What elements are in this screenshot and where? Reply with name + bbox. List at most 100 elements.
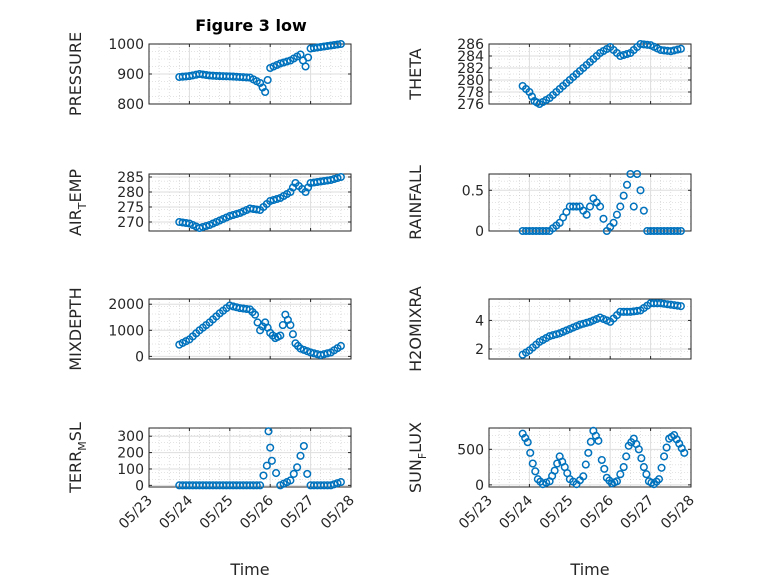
data-point xyxy=(288,330,297,339)
y-tick-label: 300 xyxy=(117,429,144,445)
figure-title: Figure 3 low xyxy=(195,16,307,35)
data-point xyxy=(267,456,276,465)
data-point xyxy=(286,321,295,330)
data-point xyxy=(597,455,606,465)
data-point xyxy=(336,39,345,49)
axes-box xyxy=(488,298,692,360)
data-point xyxy=(676,302,685,311)
data-point xyxy=(633,306,642,315)
data-point xyxy=(296,451,305,460)
data-point xyxy=(553,459,562,468)
x-axis-label: Time xyxy=(569,560,609,579)
data-point xyxy=(528,459,537,468)
y-tick-label: 280 xyxy=(117,185,144,201)
data-point xyxy=(584,448,593,457)
data-point xyxy=(272,469,281,478)
data-point xyxy=(336,172,345,182)
data-point xyxy=(581,460,590,469)
y-tick-label: 1000 xyxy=(108,37,144,53)
y-tick-label: 1000 xyxy=(108,323,144,339)
y-tick-label: 282 xyxy=(457,61,484,77)
data-point xyxy=(251,310,260,319)
y-tick-label: 275 xyxy=(117,200,144,216)
data-point xyxy=(256,481,265,490)
data-point xyxy=(636,186,645,195)
axes-box xyxy=(488,173,692,232)
data-point xyxy=(616,202,625,211)
y-axis-label: RAINFALL xyxy=(406,165,425,240)
data-point xyxy=(642,470,651,479)
series-markers xyxy=(175,301,345,360)
y-tick-label: 284 xyxy=(457,49,484,65)
data-point xyxy=(582,210,591,219)
data-point xyxy=(262,461,271,470)
data-point xyxy=(639,463,648,472)
data-point xyxy=(634,445,643,454)
y-tick-label: 285 xyxy=(117,170,144,186)
data-point xyxy=(264,427,273,436)
subplot-1: 800 900 1000 PRESSURE xyxy=(66,32,352,116)
data-point xyxy=(622,180,632,189)
y-tick-label: 276 xyxy=(457,97,484,113)
data-point xyxy=(639,206,648,215)
data-point xyxy=(662,443,671,452)
data-point xyxy=(278,321,287,330)
data-point xyxy=(622,452,631,461)
data-point xyxy=(286,476,295,485)
y-axis-label: H2OMIXRA xyxy=(406,286,425,372)
y-tick-label: 2 xyxy=(475,342,484,358)
y-axis-label: PRESSURE xyxy=(66,32,85,116)
data-point xyxy=(622,49,632,59)
data-point xyxy=(304,53,313,62)
data-point xyxy=(232,209,241,219)
data-point xyxy=(582,318,591,327)
data-point xyxy=(619,463,628,472)
y-axis-label: SUNFLUX xyxy=(406,422,429,493)
data-point xyxy=(586,437,595,446)
data-point xyxy=(252,481,261,490)
y-axis-label: MIXDEPTH xyxy=(66,287,85,370)
subplot-6: 2 4 H2OMIXRA xyxy=(406,286,692,372)
data-point xyxy=(526,448,535,457)
axes-box xyxy=(148,298,352,360)
data-point xyxy=(660,452,669,461)
data-point xyxy=(594,436,603,445)
y-axis-label: THETA xyxy=(406,48,425,100)
data-point xyxy=(266,443,275,452)
data-point xyxy=(252,205,261,214)
y-tick-label: 800 xyxy=(117,97,144,113)
data-point xyxy=(673,226,682,236)
data-point xyxy=(299,441,308,451)
data-point xyxy=(303,469,312,478)
data-point xyxy=(336,478,345,487)
data-point xyxy=(301,62,310,71)
series-markers xyxy=(518,39,685,109)
y-tick-label: 0 xyxy=(135,349,144,365)
data-point xyxy=(637,454,646,463)
data-point xyxy=(572,202,581,211)
data-point xyxy=(680,448,689,457)
data-point xyxy=(599,214,608,223)
data-point xyxy=(263,75,272,85)
data-point xyxy=(629,202,638,211)
y-tick-label: 286 xyxy=(457,37,484,53)
axes-box xyxy=(488,427,692,488)
y-tick-label: 900 xyxy=(117,67,144,83)
series-markers xyxy=(175,172,345,233)
y-tick-label: 0.5 xyxy=(462,183,484,199)
y-tick-label: 280 xyxy=(457,73,484,89)
y-tick-label: 0 xyxy=(475,478,484,494)
data-point xyxy=(550,466,559,475)
data-point xyxy=(600,464,609,473)
data-point xyxy=(323,349,332,358)
y-tick-label: 270 xyxy=(117,215,144,231)
y-axis-label: AIRTEMP xyxy=(66,169,89,236)
series-markers xyxy=(518,299,685,359)
y-tick-label: 200 xyxy=(117,446,144,462)
minor-grid xyxy=(489,299,691,359)
data-point xyxy=(253,318,262,327)
data-point xyxy=(609,218,618,227)
